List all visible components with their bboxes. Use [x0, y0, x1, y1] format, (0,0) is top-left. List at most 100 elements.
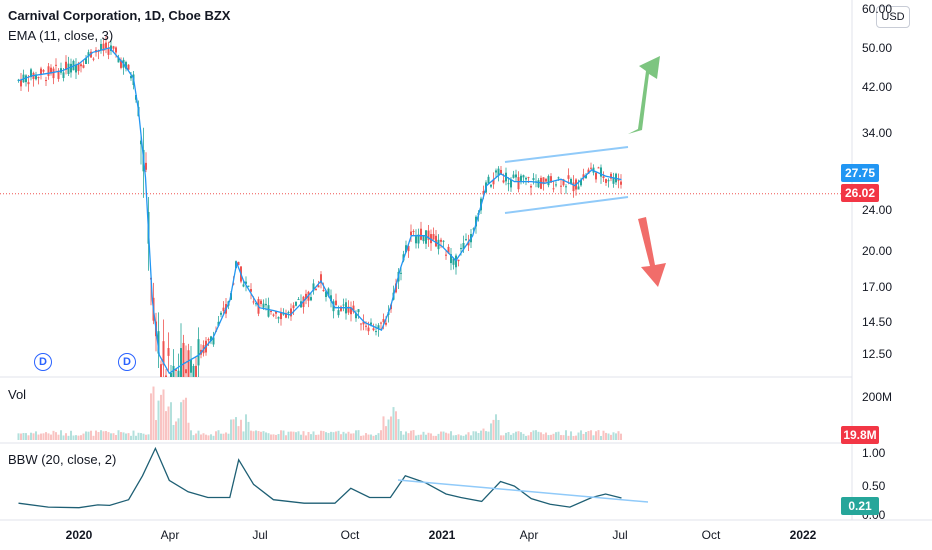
volume-bar [532, 430, 535, 440]
volume-bar [607, 433, 610, 440]
volume-bar [140, 433, 142, 440]
volume-bar [170, 402, 172, 440]
candle-body [115, 47, 117, 53]
volume-bar [235, 417, 237, 440]
volume-bar [425, 434, 427, 440]
volume-bar [192, 435, 195, 440]
volume-bar [272, 434, 275, 440]
candle-body [40, 68, 42, 75]
candle-body [127, 64, 130, 70]
time-tick: Jul [252, 528, 268, 542]
volume-bar [602, 430, 605, 440]
volume-bar [515, 431, 517, 440]
volume-bar [142, 433, 145, 440]
candle-body [550, 176, 552, 183]
volume-bar [525, 435, 527, 440]
candle-body [52, 68, 55, 79]
volume-bar [447, 433, 450, 440]
volume-bar [247, 421, 250, 440]
volume-bar [322, 431, 325, 440]
candle-body [260, 300, 262, 305]
candle-body [70, 63, 72, 73]
volume-bar [572, 435, 575, 440]
time-tick: Apr [519, 528, 539, 542]
volume-bar [317, 434, 320, 440]
candle-body [195, 365, 197, 377]
volume-bar [440, 431, 442, 440]
volume-bar [265, 432, 267, 440]
candle-body [442, 240, 445, 242]
volume-bar [507, 432, 510, 440]
candle-body [482, 190, 485, 195]
pane-dividers [0, 0, 932, 521]
candle-body [587, 169, 590, 174]
candle-body [522, 175, 525, 178]
candle-body [597, 167, 600, 169]
candle-body [197, 339, 200, 366]
volume-bar [285, 435, 287, 440]
volume-bar [482, 428, 485, 440]
volume-bar [577, 432, 580, 440]
volume-bar [102, 431, 105, 440]
candle-body [160, 364, 162, 377]
price-tick: 12.50 [862, 347, 893, 361]
candle-body [347, 306, 350, 313]
volume-bar [367, 434, 370, 440]
volume-bar [362, 435, 365, 440]
candle-body [342, 304, 345, 306]
volume-bar [180, 402, 182, 440]
volume-bar [535, 430, 537, 440]
volume-bar [312, 431, 315, 440]
volume-bar [55, 432, 57, 440]
volume-bar [67, 435, 70, 440]
volume-bar [587, 430, 590, 440]
volume-bars [17, 386, 622, 440]
time-tick: Oct [340, 528, 360, 542]
volume-bar [190, 430, 192, 440]
volume-bar [505, 432, 507, 440]
volume-bar [557, 431, 560, 440]
candle-body [412, 231, 415, 233]
candle-body [600, 167, 602, 177]
volume-bar [315, 434, 317, 440]
candle-body [460, 248, 462, 250]
candle-body [560, 185, 562, 187]
volume-bar [567, 435, 570, 440]
volume-bar [350, 433, 352, 440]
ema-legend: EMA (11, close, 3) [8, 28, 114, 43]
volume-bar [375, 434, 377, 440]
volume-bar [47, 433, 50, 440]
volume-bar [337, 430, 340, 440]
candle-body [35, 74, 37, 80]
candle-body [502, 180, 505, 183]
volume-bar [52, 430, 55, 440]
volume-bar [252, 431, 255, 440]
volume-bar [422, 431, 425, 440]
volume-bar [542, 434, 545, 440]
volume-bar [197, 430, 200, 440]
volume-bar [25, 433, 27, 440]
volume-bar [442, 431, 445, 440]
candle-body [145, 162, 147, 170]
candle-body [552, 188, 555, 190]
candle-body [265, 303, 267, 306]
volume-bar [430, 433, 432, 440]
dividend-marker[interactable]: D [118, 353, 136, 371]
candle-body [287, 312, 290, 314]
volume-tick: 200M [862, 390, 893, 404]
candle-body [220, 312, 222, 315]
candle-body [322, 289, 325, 292]
volume-bar [545, 432, 547, 440]
dividend-marker[interactable]: D [34, 353, 52, 371]
candle-body [417, 234, 420, 244]
candle-body [305, 293, 307, 299]
candle-body [187, 350, 190, 377]
currency-button[interactable]: USD [876, 6, 910, 28]
volume-bar [72, 435, 75, 440]
volume-bar [292, 431, 295, 440]
volume-bar [112, 433, 115, 440]
candle-body [565, 186, 567, 188]
volume-bar [612, 432, 615, 440]
volume-bar [615, 433, 617, 440]
